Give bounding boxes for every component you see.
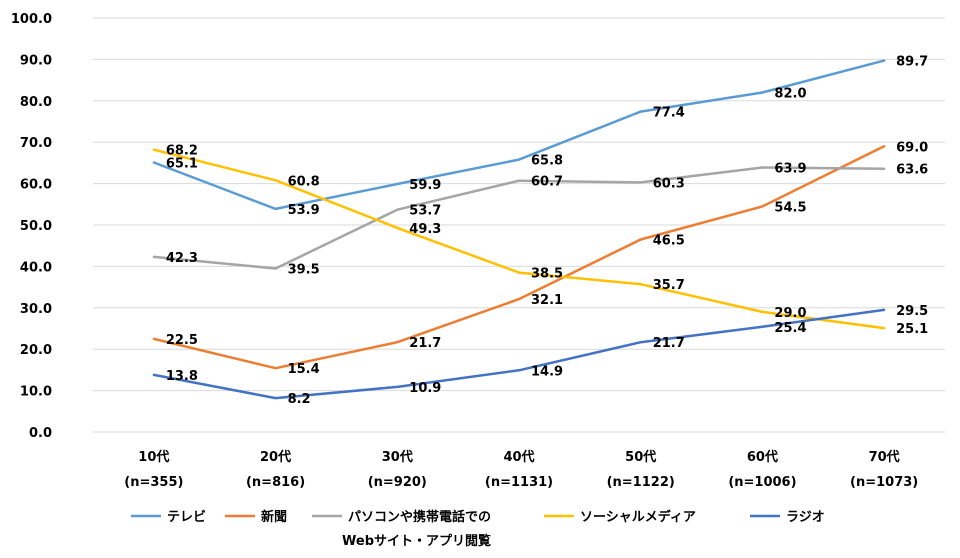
data-labels: 65.1 53.9 59.9 65.8 77.4 82.0 89.7 22.5 15.4 21.7… <box>166 55 928 407</box>
data-label: 49.3 <box>409 222 441 237</box>
x-tick-label: 40代 <box>503 449 534 465</box>
x-tick-sublabel: (n=1006) <box>728 475 796 490</box>
data-label: 22.5 <box>166 333 198 348</box>
data-label: 69.0 <box>896 140 928 155</box>
y-tick-label: 10.0 <box>20 385 52 400</box>
y-tick-label: 0.0 <box>29 426 52 441</box>
data-label: 38.5 <box>531 267 563 282</box>
data-label: 21.7 <box>653 336 685 351</box>
legend-label: ソーシャルメディア <box>580 509 696 525</box>
series-line <box>152 145 886 370</box>
legend-label: 新聞 <box>261 509 287 525</box>
data-label: 35.7 <box>653 278 685 293</box>
data-label: 13.8 <box>166 369 198 384</box>
series-line <box>152 148 886 330</box>
data-label: 14.9 <box>531 364 563 379</box>
data-label: 60.3 <box>653 176 685 191</box>
legend-label: ラジオ <box>786 510 825 525</box>
data-label: 63.6 <box>896 163 928 178</box>
data-label: 53.7 <box>409 204 441 219</box>
series-line <box>152 308 886 400</box>
x-tick-label: 50代 <box>625 449 656 465</box>
data-label: 25.4 <box>774 321 806 336</box>
data-label: 46.5 <box>653 233 685 248</box>
legend-label-line2: Webサイト・アプリ閲覧 <box>342 533 491 549</box>
data-label: 39.5 <box>288 262 320 277</box>
data-label: 29.0 <box>774 306 806 321</box>
data-label: 89.7 <box>896 55 928 70</box>
y-axis: 0.0 10.0 20.0 30.0 40.0 50.0 60.0 70.0 80.0 90.0 1… <box>11 12 52 441</box>
y-tick-label: 20.0 <box>20 343 52 358</box>
x-tick-label: 20代 <box>260 449 291 465</box>
series-line <box>152 59 886 211</box>
data-label: 65.1 <box>166 156 198 171</box>
data-label: 60.7 <box>531 175 563 190</box>
x-tick-label: 60代 <box>747 449 778 465</box>
x-tick-sublabel: (n=355) <box>124 475 183 490</box>
x-tick-label: 30代 <box>382 449 413 465</box>
x-tick-label: 70代 <box>869 449 900 465</box>
legend-label: テレビ <box>167 509 206 525</box>
legend: テレビ 新聞 パソコンや携帯電話での Webサイト・アプリ閲覧 ソーシャルメディア ラジオ <box>131 509 825 549</box>
data-label: 42.3 <box>166 251 198 266</box>
data-label: 53.9 <box>288 203 320 218</box>
x-tick-sublabel: (n=1122) <box>607 475 675 490</box>
y-tick-label: 70.0 <box>20 136 52 151</box>
data-label: 59.9 <box>409 178 441 193</box>
legend-label: パソコンや携帯電話での <box>348 509 491 525</box>
x-tick-label: 10代 <box>138 449 169 465</box>
x-tick-sublabel: (n=1131) <box>485 475 553 490</box>
data-label: 68.2 <box>166 144 198 159</box>
y-tick-label: 100.0 <box>11 12 52 27</box>
y-tick-label: 80.0 <box>20 95 52 110</box>
y-tick-label: 30.0 <box>20 302 52 317</box>
series-lines <box>152 59 886 400</box>
data-label: 65.8 <box>531 154 563 169</box>
y-tick-label: 50.0 <box>20 219 52 234</box>
data-label: 10.9 <box>409 381 441 396</box>
y-tick-label: 90.0 <box>20 53 52 68</box>
data-label: 82.0 <box>774 87 806 102</box>
data-label: 15.4 <box>288 362 320 377</box>
data-label: 25.1 <box>896 322 928 337</box>
x-tick-sublabel: (n=816) <box>246 475 305 490</box>
y-tick-label: 40.0 <box>20 260 52 275</box>
data-label: 60.8 <box>288 174 320 189</box>
y-tick-label: 60.0 <box>20 178 52 193</box>
data-label: 29.5 <box>896 304 928 319</box>
data-label: 54.5 <box>774 200 806 215</box>
data-label: 21.7 <box>409 336 441 351</box>
data-label: 32.1 <box>531 293 563 308</box>
data-label: 77.4 <box>653 106 685 121</box>
series-line <box>152 166 886 270</box>
data-label: 63.9 <box>774 161 806 176</box>
x-tick-sublabel: (n=1073) <box>850 475 918 490</box>
x-tick-sublabel: (n=920) <box>368 475 427 490</box>
x-axis: 10代 (n=355) 20代 (n=816) 30代 (n=920) 40代 (n=1131… <box>124 449 918 490</box>
data-label: 8.2 <box>288 392 311 407</box>
